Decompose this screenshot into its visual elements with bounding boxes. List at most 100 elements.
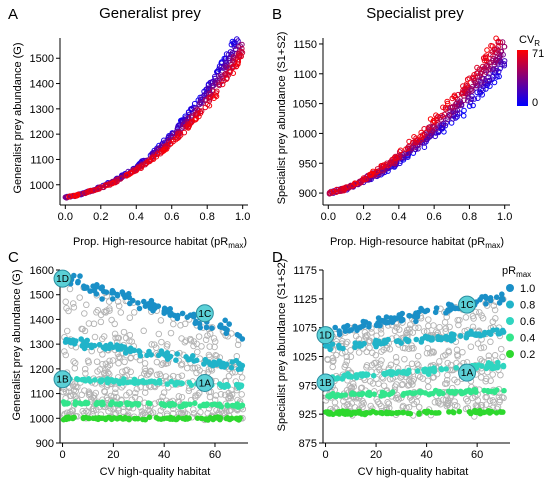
- series-point: [84, 337, 90, 344]
- background-point: [368, 329, 375, 336]
- series-point: [450, 336, 457, 342]
- data-point: [333, 189, 340, 195]
- background-point: [141, 360, 149, 367]
- legend-title: pRmax: [502, 265, 531, 279]
- data-point: [466, 103, 473, 109]
- series-point: [78, 336, 84, 342]
- series-point: [156, 378, 163, 385]
- y-tick-label: 1600: [30, 265, 54, 277]
- colorbar-title: CVR: [519, 34, 540, 48]
- series-point: [498, 409, 504, 415]
- data-point: [485, 64, 491, 70]
- series-point: [436, 391, 443, 397]
- series-point: [117, 414, 123, 421]
- background-point: [430, 322, 437, 329]
- y-tick-label: 925: [299, 409, 317, 421]
- data-point: [501, 43, 508, 50]
- series-point: [327, 392, 334, 399]
- series-point: [209, 401, 215, 408]
- series-point: [160, 415, 167, 422]
- background-point: [479, 314, 487, 322]
- series-point: [400, 409, 406, 416]
- background-point: [347, 353, 355, 360]
- background-point: [482, 401, 490, 408]
- background-point: [359, 397, 366, 405]
- data-point: [435, 129, 442, 136]
- annotation-bubble: [53, 370, 72, 389]
- background-point: [441, 380, 449, 387]
- series-point: [183, 401, 190, 408]
- data-point: [197, 110, 204, 116]
- background-point: [453, 359, 460, 367]
- background-point: [94, 307, 102, 314]
- background-point: [85, 388, 93, 396]
- y-tick-label: 900: [36, 438, 54, 450]
- series-point: [473, 389, 479, 396]
- series-point: [82, 399, 89, 406]
- data-point: [486, 77, 492, 84]
- background-point: [148, 341, 155, 348]
- legend-label: 1.0: [520, 283, 535, 295]
- background-point: [194, 348, 201, 356]
- background-point: [225, 372, 233, 380]
- data-point: [418, 137, 425, 143]
- background-point: [430, 349, 437, 356]
- series-point: [142, 416, 149, 423]
- series-point: [114, 291, 121, 298]
- background-point: [123, 391, 130, 399]
- background-point: [399, 402, 407, 410]
- background-point: [362, 332, 369, 340]
- series-point: [188, 382, 195, 389]
- background-point: [409, 329, 417, 336]
- legend-label: 0.8: [520, 300, 535, 312]
- series-point: [405, 410, 411, 417]
- series-point: [173, 416, 180, 423]
- series-point: [145, 400, 152, 406]
- series-point: [422, 366, 429, 373]
- background-point: [126, 314, 134, 321]
- background-point: [343, 401, 351, 409]
- series-point: [426, 369, 433, 375]
- series-point: [478, 409, 485, 416]
- data-point: [429, 123, 436, 130]
- background-point: [369, 380, 377, 387]
- colorbar-max-label: 71: [532, 48, 544, 60]
- series-point: [164, 350, 171, 356]
- background-point: [190, 342, 197, 350]
- background-point: [211, 338, 219, 345]
- series-point: [332, 324, 339, 331]
- series-point: [238, 383, 244, 390]
- series-point: [210, 362, 216, 369]
- background-point: [491, 352, 499, 359]
- series-point: [349, 390, 356, 396]
- data-point: [425, 126, 432, 132]
- background-point: [115, 359, 122, 367]
- data-point: [362, 176, 369, 183]
- series-point: [164, 381, 171, 387]
- background-point: [91, 333, 99, 341]
- data-point: [432, 119, 438, 125]
- series-point: [92, 377, 98, 383]
- background-point: [178, 393, 186, 401]
- background-point: [117, 309, 125, 316]
- x-tick-label: 0.8: [200, 211, 215, 223]
- y-tick-label: 1100: [30, 389, 54, 401]
- series-point: [435, 334, 441, 340]
- series-point: [158, 400, 165, 407]
- panel-b-plot: 0.0 0.2 0.4 0.6 0.8 1.0 900 950 1000 1050 1100 1150: [293, 35, 512, 223]
- data-point: [418, 129, 425, 136]
- series-point: [202, 402, 208, 409]
- series-point: [99, 296, 105, 302]
- x-axis-title-b: Prop. High-resource habitat (pRmax): [330, 236, 504, 250]
- data-point: [110, 179, 117, 186]
- background-point: [78, 325, 85, 333]
- series-point: [136, 305, 143, 312]
- series-point: [79, 343, 85, 349]
- series-point: [383, 339, 389, 346]
- series-point: [214, 402, 221, 408]
- data-point: [460, 113, 467, 119]
- data-point: [397, 147, 404, 154]
- data-point: [174, 135, 181, 142]
- data-point: [471, 72, 477, 78]
- series-point: [126, 294, 132, 301]
